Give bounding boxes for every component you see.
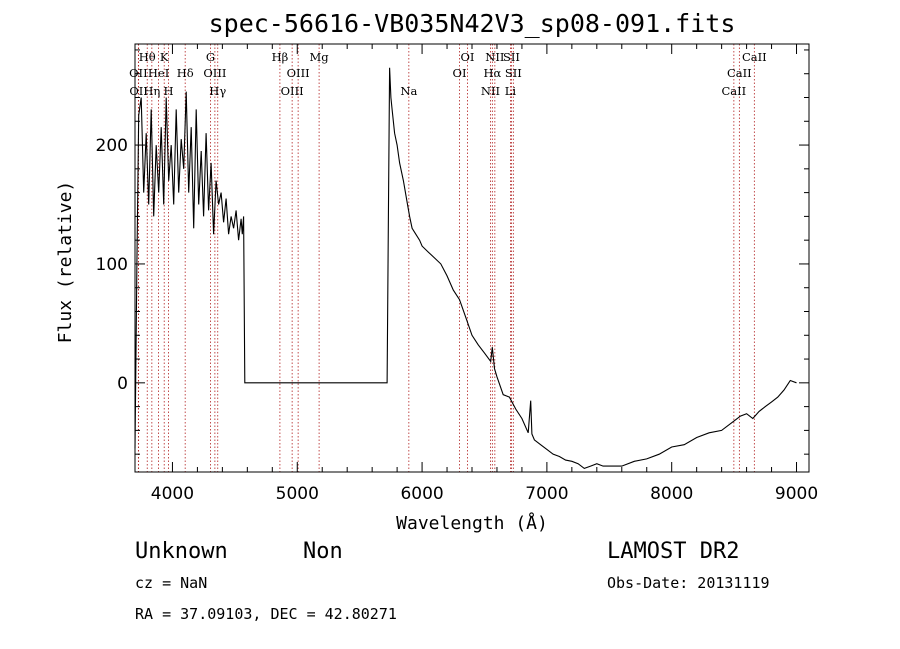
spectral-line-label: CaII (727, 66, 752, 80)
spectral-line-label: Na (400, 84, 417, 98)
subclass-label: Non (303, 539, 343, 564)
spectral-line-label: Hη (143, 84, 160, 98)
spectral-line-label: Hα (483, 66, 501, 80)
x-tick-label: 9000 (775, 484, 818, 504)
spectral-line-label: OII (129, 84, 148, 98)
cz-value: cz = NaN (135, 574, 207, 592)
spectral-line-markers (137, 44, 755, 472)
spectrum-line (134, 67, 797, 470)
spectral-line-label: OII (129, 66, 148, 80)
y-tick-label: 0 (117, 374, 128, 394)
spectral-line-label: NII (485, 50, 504, 64)
survey-label: LAMOST DR2 (607, 539, 739, 564)
spectral-line-label: OIII (287, 66, 310, 80)
spectral-line-label: H (164, 84, 174, 98)
spectral-line-label: Hδ (177, 66, 194, 80)
x-tick-label: 7000 (525, 484, 568, 504)
obs-date: Obs-Date: 20131119 (607, 574, 770, 592)
chart-title: spec-56616-VB035N42V3_sp08-091.fits (209, 9, 736, 38)
x-tick-label: 4000 (151, 484, 194, 504)
spectral-line-labels: HθOIIOIIHηHeIKHHδGOIIIHγHβOIIIOIIIMgNaOI… (129, 50, 767, 98)
spectral-line-label: Hβ (272, 50, 289, 64)
y-tick-label: 100 (96, 255, 128, 275)
spectral-line-label: OI (461, 50, 475, 64)
x-tick-label: 8000 (650, 484, 693, 504)
spectral-line-label: CaII (742, 50, 767, 64)
spectral-line-label: OIII (203, 66, 226, 80)
coordinates: RA = 37.09103, DEC = 42.80271 (135, 605, 397, 623)
y-tick-label: 200 (96, 136, 128, 156)
spectral-line-label: SII (505, 66, 522, 80)
plot-frame (134, 43, 810, 473)
spectral-line-label: Mg (310, 50, 330, 64)
y-axis-label: Flux (relative) (55, 181, 76, 344)
x-tick-label: 5000 (276, 484, 319, 504)
spectral-line-label: G (206, 50, 215, 64)
spectral-line-label: Li (505, 84, 517, 98)
x-tick-label: 6000 (400, 484, 443, 504)
x-axis-label: Wavelength (Å) (396, 512, 548, 534)
class-label: Unknown (135, 539, 228, 564)
y-axis-ticks: 0 100 200 (96, 49, 809, 455)
spectral-line-label: HeI (148, 66, 169, 80)
spectral-line-label: CaII (721, 84, 746, 98)
spectral-line-label: Hθ (139, 50, 156, 64)
spectral-line-label: OIII (281, 84, 304, 98)
x-axis-ticks: 4000 5000 6000 7000 8000 9000 (151, 44, 818, 504)
spectral-line-label: SII (503, 50, 520, 64)
spectral-line-label: K (160, 50, 169, 64)
spectral-line-label: OI (453, 66, 467, 80)
spectral-line-label: NII (481, 84, 500, 98)
spectral-line-label: Hγ (209, 84, 226, 98)
